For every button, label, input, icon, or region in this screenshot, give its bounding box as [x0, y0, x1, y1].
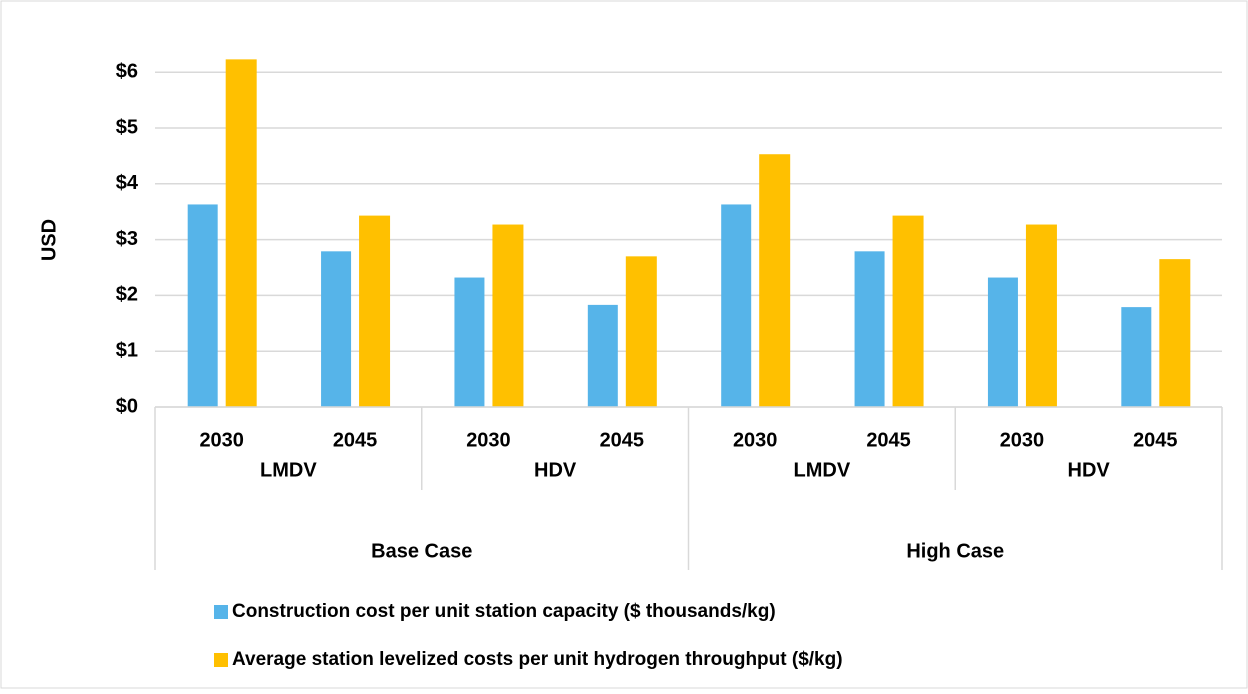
bar [854, 251, 885, 407]
bar [321, 251, 352, 407]
y-tick-label: $2 [116, 284, 138, 306]
x-tick-label: 2045 [866, 429, 911, 451]
bar [721, 204, 752, 407]
y-tick-label: $6 [116, 60, 138, 82]
y-axis-title: USD [38, 219, 60, 261]
y-tick-label: $4 [116, 172, 139, 194]
bar [1121, 307, 1152, 407]
bar [759, 154, 791, 407]
x-tick-label: 2030 [1000, 429, 1045, 451]
x-tick-label: 2045 [1133, 429, 1178, 451]
x-tick-label: 2030 [733, 429, 778, 451]
category-supergroup-label: Base Case [371, 540, 472, 562]
bar [892, 215, 924, 407]
legend-label: Average station levelized costs per unit… [232, 649, 843, 670]
bar [1025, 224, 1057, 407]
bar [987, 277, 1018, 407]
category-group-label: LMDV [794, 459, 851, 481]
x-tick-label: 2030 [199, 429, 244, 451]
legend-label: Construction cost per unit station capac… [232, 601, 776, 622]
bar [225, 59, 257, 408]
y-tick-label: $0 [116, 395, 138, 417]
category-supergroup-label: High Case [906, 540, 1004, 562]
bar [454, 277, 485, 407]
y-tick-label: $1 [116, 339, 138, 361]
legend-swatch [214, 653, 228, 667]
x-tick-label: 2045 [600, 429, 645, 451]
bar [492, 224, 524, 407]
y-tick-label: $3 [116, 228, 138, 250]
category-group-label: HDV [1068, 459, 1111, 481]
bar [1159, 259, 1191, 407]
x-tick-label: 2045 [333, 429, 378, 451]
bar [587, 304, 618, 407]
y-tick-label: $5 [116, 116, 138, 138]
bar [187, 204, 218, 407]
bar [625, 256, 657, 407]
x-tick-label: 2030 [466, 429, 511, 451]
legend-swatch [214, 605, 228, 619]
category-group-label: HDV [534, 459, 577, 481]
bar [359, 215, 391, 407]
category-group-label: LMDV [260, 459, 317, 481]
